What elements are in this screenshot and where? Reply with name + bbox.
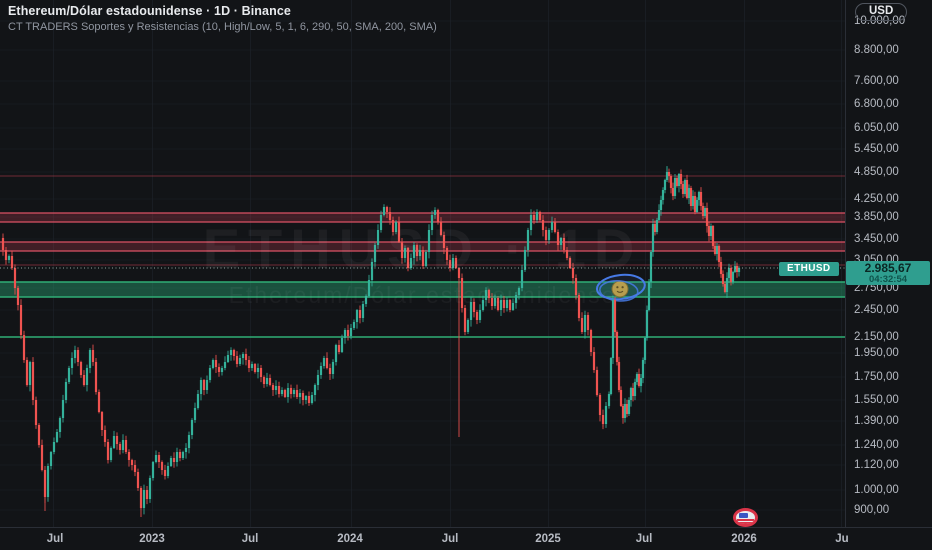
price-tick-label: 1.550,00 — [854, 394, 899, 406]
watermark-name: Ethereum/Dólar estadounidense — [0, 282, 845, 309]
time-tick-label: Ju — [835, 533, 849, 545]
bar-countdown: 04:32:54 — [868, 274, 908, 285]
time-tick-label: 2023 — [139, 533, 165, 545]
price-tick-label: 3.850,00 — [854, 211, 899, 223]
price-tick-label: 1.000,00 — [854, 484, 899, 496]
price-tick-label: 4.850,00 — [854, 166, 899, 178]
price-tick-label: 1.240,00 — [854, 439, 899, 451]
price-tick-label: 900,00 — [854, 504, 890, 516]
flag-stripe — [737, 519, 754, 521]
time-tick-label: 2025 — [535, 533, 561, 545]
price-tick-label: 7.600,00 — [854, 75, 899, 87]
price-tick-label: 1.120,00 — [854, 459, 899, 471]
price-tick-label: 2.450,00 — [854, 304, 899, 316]
time-tick-label: 2026 — [731, 533, 757, 545]
price-tick-label: 6.800,00 — [854, 98, 899, 110]
last-price-value: 2.985,67 — [864, 261, 912, 275]
time-axis[interactable]: Jul 2023 Jul 2024 Jul 2025 Jul 2026 Ju — [0, 527, 932, 550]
us-flag-event-icon[interactable] — [733, 508, 758, 527]
currency-toggle-button[interactable]: USD — [855, 3, 908, 21]
symbol-title[interactable]: Ethereum/Dólar estadounidense · 1D · Bin… — [8, 4, 291, 18]
price-tick-label: 1.750,00 — [854, 371, 899, 383]
price-tick-label: 1.390,00 — [854, 415, 899, 427]
time-tick-label: Jul — [46, 533, 64, 545]
price-tick-label: 4.250,00 — [854, 193, 899, 205]
time-tick-label: Jul — [635, 533, 653, 545]
price-tick-label: 2.150,00 — [854, 331, 899, 343]
price-tick-label: 3.450,00 — [854, 233, 899, 245]
last-price-badge[interactable]: 2.985,67 04:32:54 — [846, 261, 930, 285]
indicator-title[interactable]: CT TRADERS Soportes y Resistencias (10, … — [8, 21, 437, 33]
time-tick-label: Jul — [241, 533, 259, 545]
time-tick-label: 2024 — [337, 533, 363, 545]
price-tick-label: 1.950,00 — [854, 347, 899, 359]
flag-stripe — [737, 522, 754, 524]
price-tick-label: 8.800,00 — [854, 44, 899, 56]
watermark-symbol: ETHUSD · 1D — [202, 217, 643, 280]
flag-blue-field — [739, 513, 748, 518]
time-tick-label: Jul — [441, 533, 459, 545]
price-tick-label: 5.450,00 — [854, 143, 899, 155]
symbol-price-line-label[interactable]: ETHUSD — [779, 262, 839, 276]
price-tick-label: 6.050,00 — [854, 122, 899, 134]
